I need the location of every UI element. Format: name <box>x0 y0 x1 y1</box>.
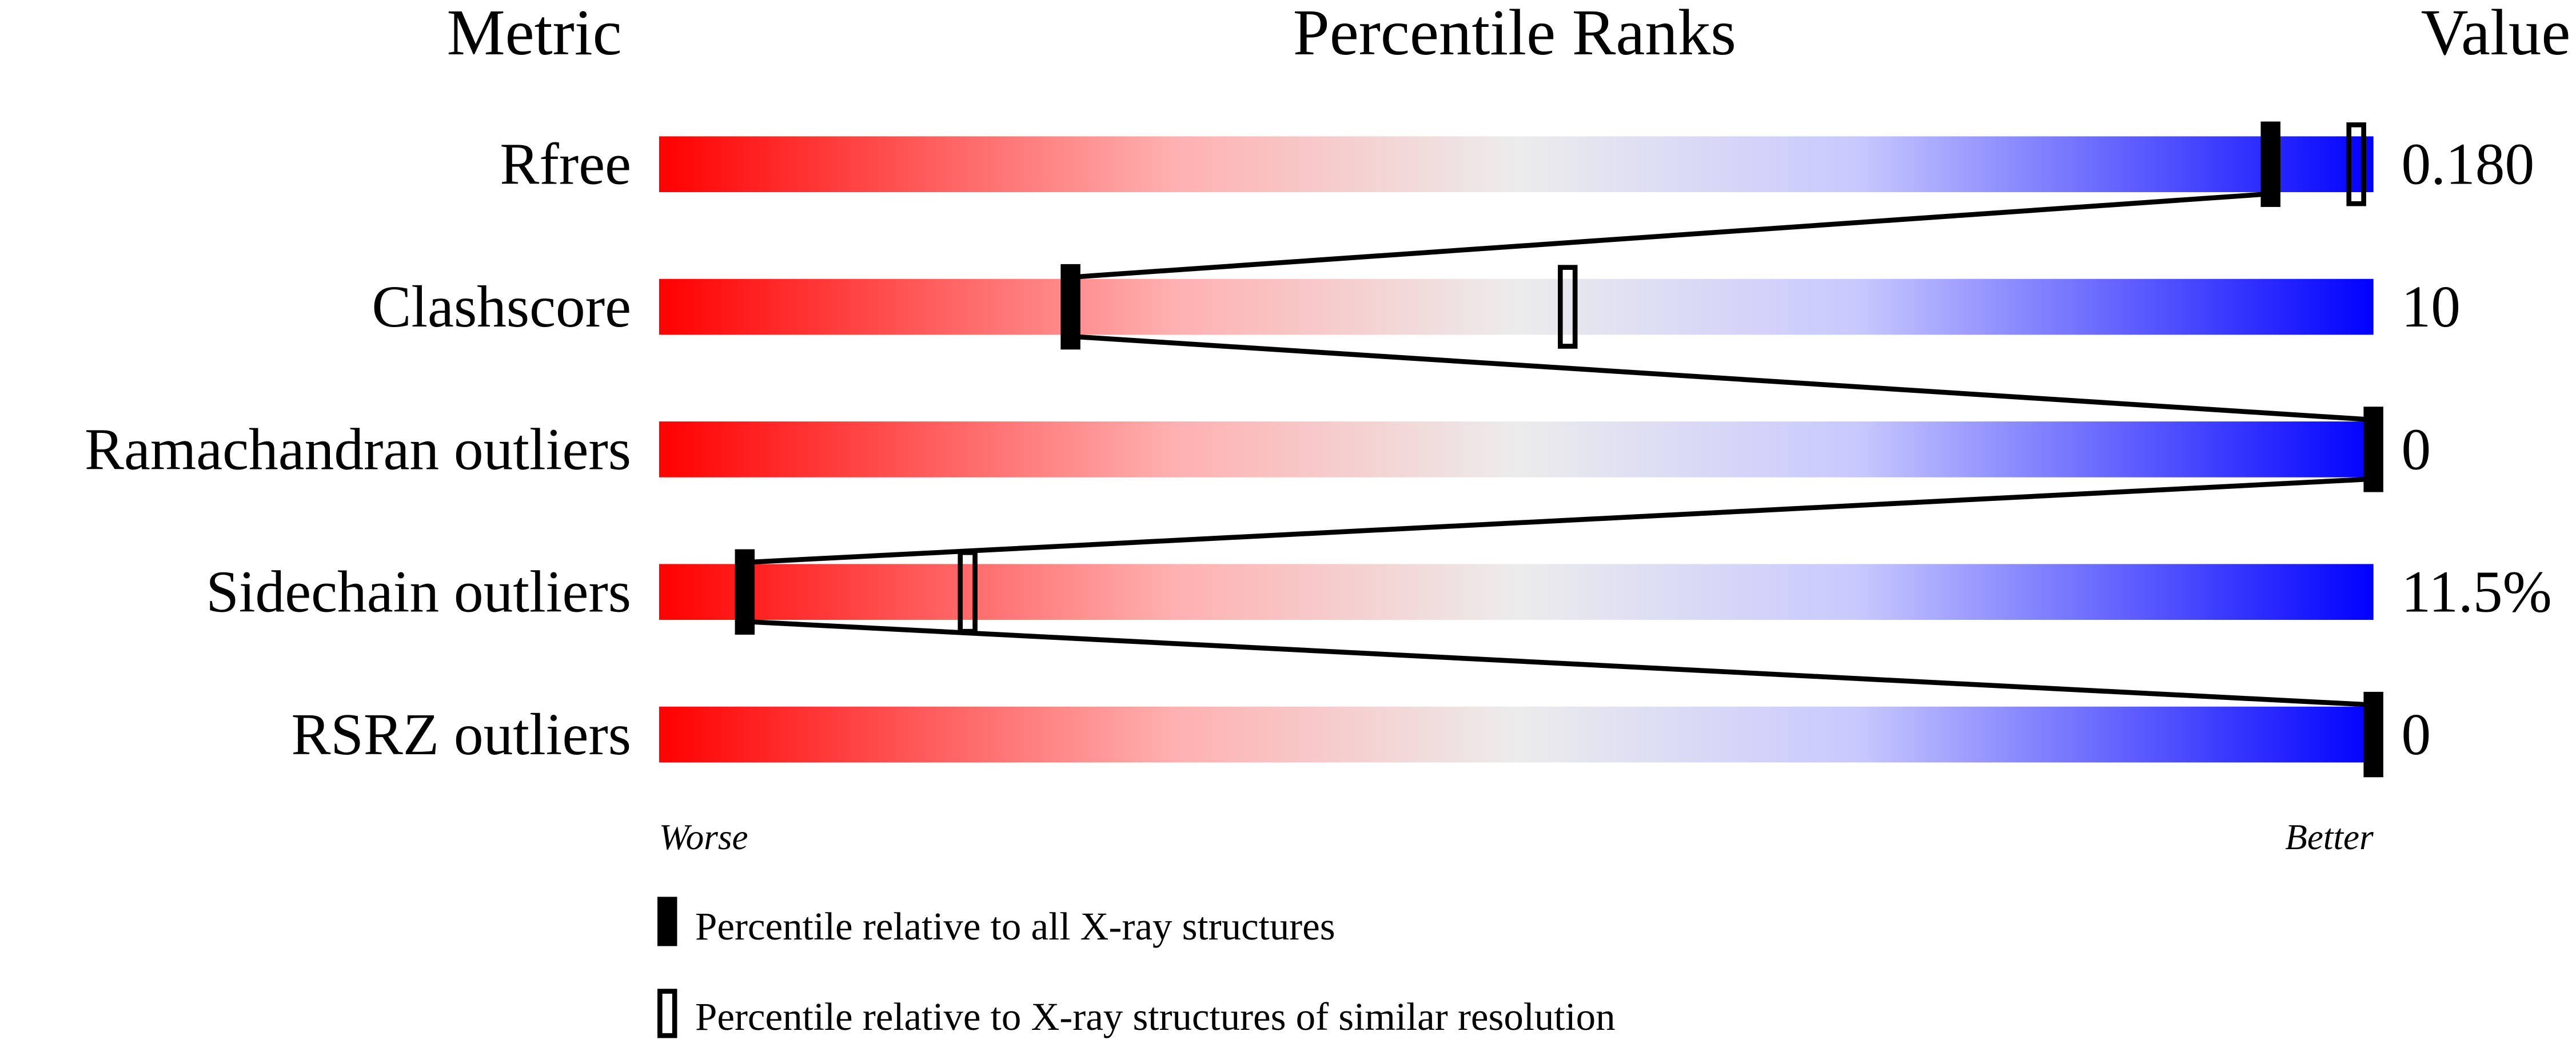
legend-similar-swatch <box>657 989 677 1038</box>
all-structures-marker <box>2363 407 2383 492</box>
similar-resolution-marker <box>958 550 978 634</box>
percentile-bar <box>659 421 2374 477</box>
header-value: Value <box>2421 0 2571 69</box>
metric-value: 0.180 <box>2402 132 2535 197</box>
metric-label: Sidechain outliers <box>206 560 631 625</box>
axis-worse-label: Worse <box>659 817 748 857</box>
legend-all-swatch <box>657 897 677 946</box>
metric-value: 0 <box>2402 417 2431 482</box>
all-structures-marker <box>735 549 755 635</box>
all-structures-marker <box>1060 264 1080 350</box>
similar-resolution-marker <box>2346 122 2366 206</box>
legend-all-label: Percentile relative to all X-ray structu… <box>695 905 1335 948</box>
metric-value: 10 <box>2402 274 2461 340</box>
connector-line <box>744 619 2374 708</box>
percentile-bar <box>659 136 2374 193</box>
connector-line <box>744 476 2374 565</box>
all-structures-marker <box>2363 691 2383 778</box>
percentile-bar <box>659 564 2374 620</box>
metric-value: 11.5% <box>2402 560 2552 625</box>
legend-similar-label: Percentile relative to X-ray structures … <box>695 995 1616 1038</box>
metric-label: RSRZ outliers <box>291 702 631 767</box>
header-metric: Metric <box>446 0 621 69</box>
connector-line <box>1070 191 2271 280</box>
metric-label: Clashscore <box>372 274 631 340</box>
metric-value: 0 <box>2402 702 2431 767</box>
metric-label: Ramachandran outliers <box>85 417 631 482</box>
header-percentile-ranks: Percentile Ranks <box>1293 0 1736 69</box>
similar-resolution-marker <box>1557 265 1578 349</box>
percentile-bar <box>659 278 2374 335</box>
connector-line <box>1070 333 2374 423</box>
percentile-bar <box>659 706 2374 763</box>
metric-label: Rfree <box>500 132 631 197</box>
axis-better-label: Better <box>2285 817 2374 857</box>
all-structures-marker <box>2260 121 2280 207</box>
